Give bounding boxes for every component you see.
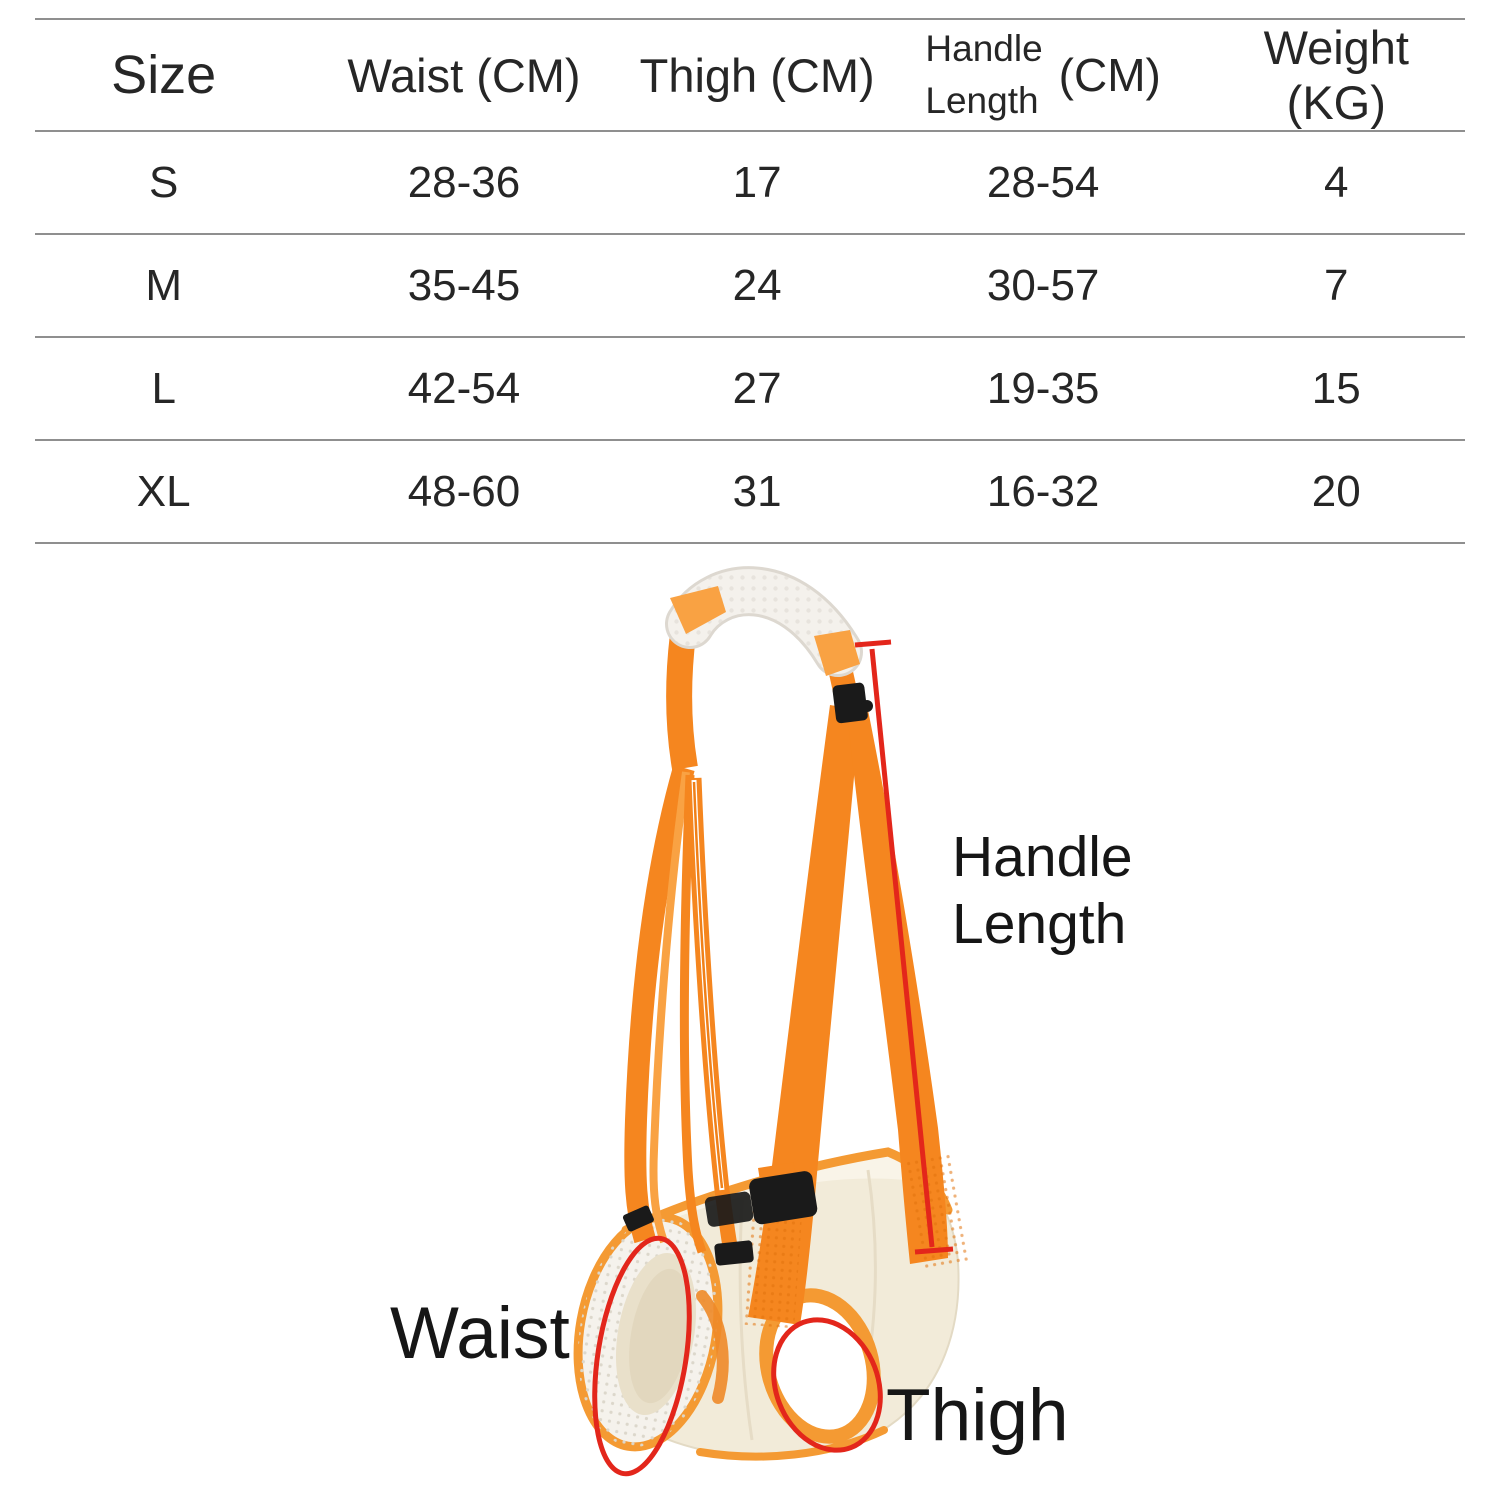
cell-thigh: 27	[732, 363, 782, 413]
cell-thigh: 17	[732, 157, 782, 207]
cell-waist: 35-45	[407, 260, 521, 310]
cell-waist: 48-60	[407, 466, 521, 516]
handle-header-unit: (CM)	[1058, 49, 1161, 101]
handle	[665, 566, 873, 724]
col-header-thigh: Thigh (CM)	[639, 48, 875, 102]
cell-weight: 20	[1311, 466, 1361, 516]
cell-thigh: 31	[732, 466, 782, 516]
waist-label: Waist	[390, 1293, 570, 1374]
velcro-patch	[906, 1152, 971, 1269]
waist-circle-annotation	[592, 1235, 692, 1477]
cell-handle: 16-32	[986, 466, 1100, 516]
left-straps	[624, 604, 739, 1254]
table-row-s: S 28-36 17 28-54 4	[35, 131, 1465, 234]
cell-weight: 7	[1324, 260, 1349, 310]
cell-waist: 42-54	[407, 363, 521, 413]
measure-cap-bottom	[914, 1246, 954, 1255]
thigh-label: Thigh	[886, 1375, 1069, 1456]
col-header-weight: Weight (KG)	[1263, 21, 1409, 129]
cell-weight: 15	[1311, 363, 1361, 413]
table-row-xl: XL 48-60 31 16-32 20	[35, 440, 1465, 543]
cell-size: M	[145, 260, 183, 310]
strap-slider	[714, 1240, 754, 1266]
size-table: Size Waist (CM) Thigh (CM) Handle Length…	[35, 18, 1465, 544]
table-row-m: M 35-45 24 30-57 7	[35, 234, 1465, 337]
col-header-waist: Waist (CM)	[347, 48, 581, 102]
red-annotations	[592, 639, 954, 1477]
handle-adjuster-buckle	[832, 682, 868, 724]
cell-handle: 30-57	[986, 260, 1100, 310]
table-header-row: Size Waist (CM) Thigh (CM) Handle Length…	[35, 19, 1465, 131]
cell-size: S	[149, 157, 179, 207]
handle-header-line2: Length	[925, 80, 1039, 121]
thigh-circle-annotation	[771, 1317, 883, 1453]
handle-length-label: Handle Length	[952, 825, 1133, 956]
cell-handle: 28-54	[986, 157, 1100, 207]
measure-cap-top	[854, 639, 892, 648]
handle-header-line1: Handle	[925, 28, 1043, 69]
table-row-l: L 42-54 27 19-35 15	[35, 337, 1465, 440]
handle-length-measure-line	[869, 648, 935, 1248]
cell-size: XL	[136, 466, 191, 516]
col-header-size: Size	[111, 45, 217, 105]
cell-weight: 4	[1324, 157, 1349, 207]
side-release-buckle	[749, 1171, 818, 1225]
handle-end-tab	[670, 586, 726, 634]
cell-thigh: 24	[732, 260, 782, 310]
cell-size: L	[151, 363, 176, 413]
buckles	[622, 1162, 818, 1266]
cell-handle: 19-35	[986, 363, 1100, 413]
edge-clip	[622, 1205, 654, 1232]
col-header-handle-length: Handle Length (CM)	[879, 19, 1208, 131]
cell-waist: 28-36	[407, 157, 521, 207]
